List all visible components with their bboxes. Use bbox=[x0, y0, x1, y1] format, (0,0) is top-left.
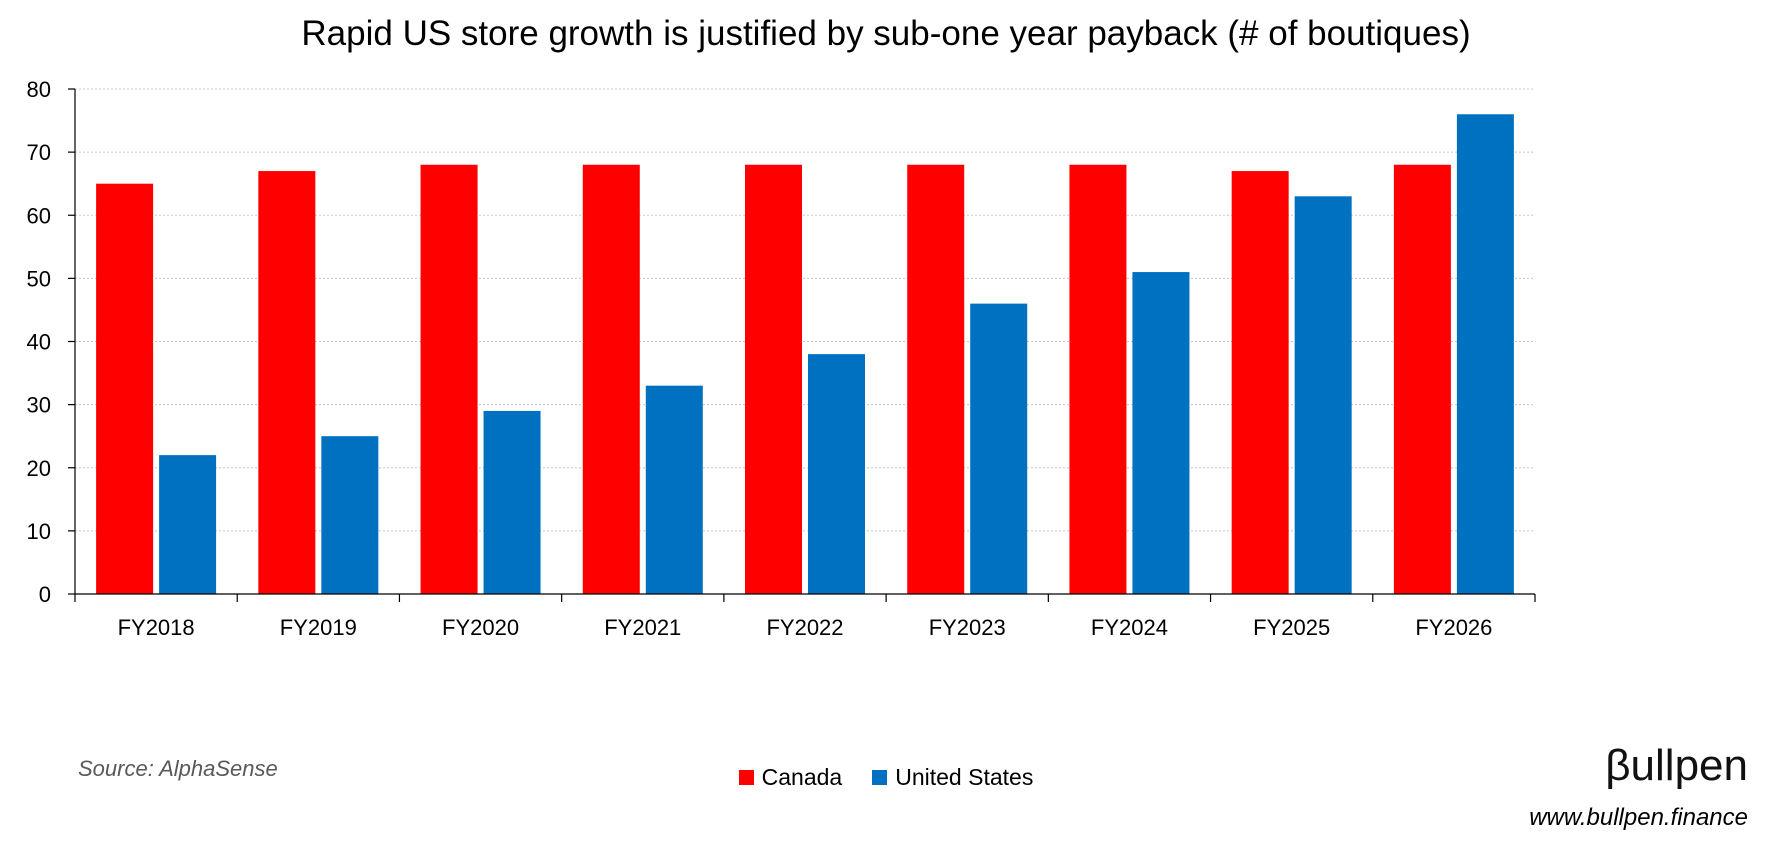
legend-item-united-states: United States bbox=[872, 762, 1033, 792]
bar-canada-fy2026 bbox=[1393, 164, 1451, 594]
x-tick-label-fy2018: FY2018 bbox=[118, 615, 195, 640]
legend-swatch-canada bbox=[738, 769, 754, 785]
bar-united-states-fy2024 bbox=[1132, 272, 1190, 594]
gridlines bbox=[75, 88, 1535, 532]
chart-title: Rapid US store growth is justified by su… bbox=[301, 14, 1471, 53]
chart-legend: Canada United States bbox=[0, 762, 1772, 792]
bar-canada-fy2019 bbox=[258, 171, 316, 594]
x-tick-label-fy2020: FY2020 bbox=[442, 615, 519, 640]
bar-united-states-fy2020 bbox=[483, 410, 541, 594]
y-tick-label-80: 80 bbox=[27, 77, 51, 102]
bar-united-states-fy2022 bbox=[808, 354, 865, 594]
x-tick-label-fy2021: FY2021 bbox=[604, 615, 681, 640]
x-tick-label-fy2025: FY2025 bbox=[1253, 615, 1330, 640]
legend-label-canada: Canada bbox=[761, 764, 843, 790]
legend-swatch-united-states bbox=[872, 769, 888, 785]
y-tick-label-50: 50 bbox=[27, 266, 51, 291]
bar-united-states-fy2019 bbox=[321, 436, 379, 594]
brand-url: www.bullpen.finance bbox=[1529, 804, 1748, 831]
bar-canada-fy2020 bbox=[420, 164, 478, 594]
y-tick-label-60: 60 bbox=[27, 203, 51, 228]
bar-canada-fy2021 bbox=[582, 164, 640, 594]
legend-label-united-states: United States bbox=[895, 764, 1034, 790]
y-tick-label-10: 10 bbox=[27, 519, 51, 544]
bar-canada-fy2023 bbox=[907, 164, 965, 594]
tick-labels: 0 10 20 30 40 50 60 70 80 FY2018 FY2019 FY2020 FY202… bbox=[27, 77, 1493, 640]
bar-canada-fy2018 bbox=[96, 183, 154, 594]
bar-united-states-fy2018 bbox=[159, 455, 217, 594]
legend-item-canada: Canada bbox=[738, 762, 843, 792]
x-tick-label-fy2019: FY2019 bbox=[280, 615, 357, 640]
axes bbox=[68, 88, 1536, 602]
y-tick-label-70: 70 bbox=[27, 140, 51, 165]
brand-logo: βullpen bbox=[1605, 741, 1748, 790]
bars bbox=[96, 114, 1514, 594]
y-tick-label-0: 0 bbox=[39, 582, 51, 607]
x-tick-label-fy2023: FY2023 bbox=[929, 615, 1006, 640]
x-tick-label-fy2024: FY2024 bbox=[1091, 615, 1168, 640]
bar-united-states-fy2026 bbox=[1456, 114, 1514, 594]
source-note: Source: AlphaSense bbox=[78, 756, 278, 781]
bar-canada-fy2025 bbox=[1231, 171, 1289, 594]
bar-united-states-fy2025 bbox=[1294, 196, 1352, 594]
bar-united-states-fy2023 bbox=[970, 303, 1028, 594]
x-tick-label-fy2022: FY2022 bbox=[766, 615, 843, 640]
y-tick-label-30: 30 bbox=[27, 393, 51, 418]
y-tick-label-40: 40 bbox=[27, 330, 51, 355]
x-tick-label-fy2026: FY2026 bbox=[1415, 615, 1492, 640]
bar-canada-fy2022 bbox=[745, 164, 802, 594]
bar-united-states-fy2021 bbox=[645, 385, 703, 594]
y-tick-label-20: 20 bbox=[27, 456, 51, 481]
bar-canada-fy2024 bbox=[1069, 164, 1127, 594]
